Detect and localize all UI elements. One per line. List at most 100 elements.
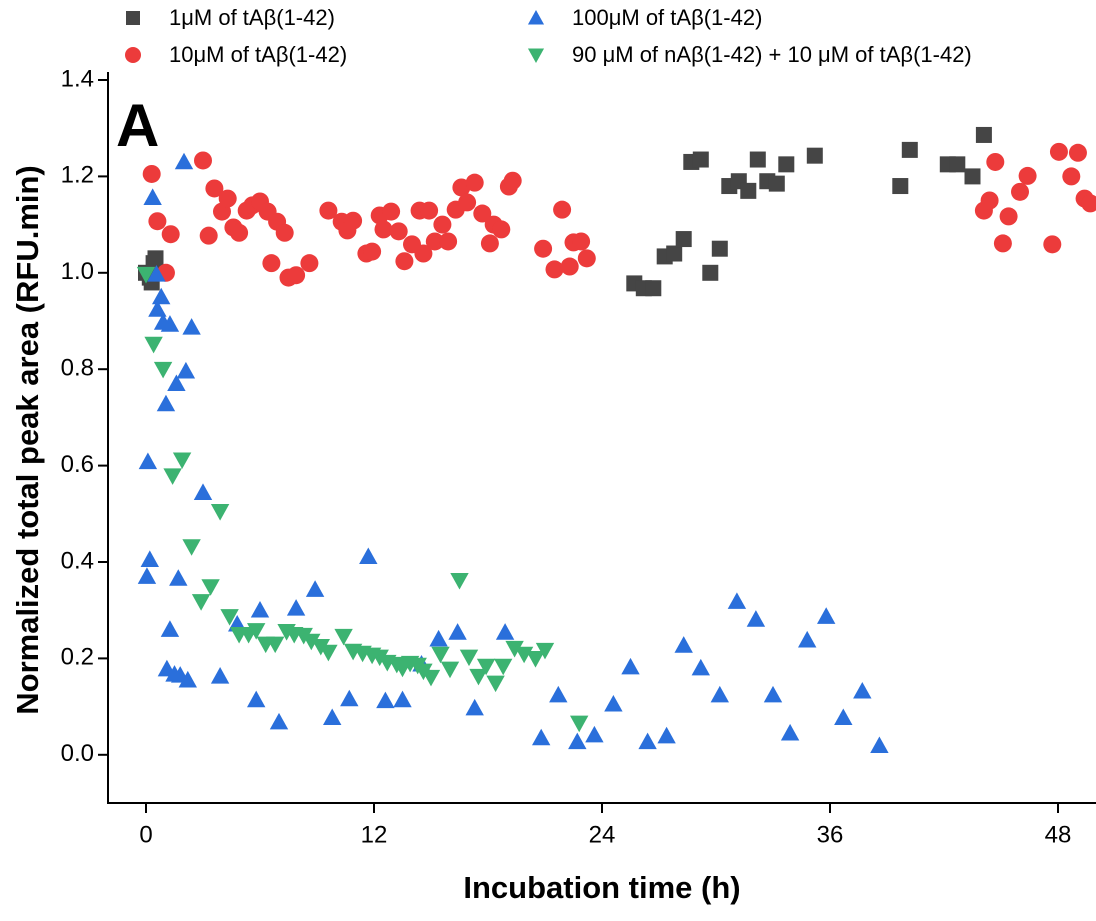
triangle-down-marker bbox=[153, 361, 173, 379]
triangle-up-marker bbox=[817, 607, 836, 624]
triangle-down-marker bbox=[136, 266, 156, 284]
triangle-up-marker bbox=[156, 394, 176, 412]
triangle-down-marker bbox=[247, 623, 266, 640]
y-tick-label: 0.0 bbox=[61, 740, 94, 767]
circle-marker bbox=[319, 201, 338, 220]
square-marker bbox=[692, 151, 709, 168]
triangle-up-marker bbox=[532, 728, 551, 746]
triangle-down-marker bbox=[476, 658, 496, 676]
circle-marker bbox=[218, 189, 237, 208]
circle-marker bbox=[1062, 167, 1081, 186]
triangle-up-marker bbox=[448, 623, 467, 640]
circle-marker bbox=[1068, 143, 1087, 162]
triangle-up-marker bbox=[250, 601, 270, 618]
triangle-up-marker bbox=[393, 690, 412, 708]
triangle-up-marker bbox=[621, 657, 640, 675]
circle-marker bbox=[382, 202, 401, 221]
circle-marker bbox=[999, 207, 1018, 226]
legend-label: 1μM of tAβ(1-42) bbox=[169, 5, 335, 30]
circle-marker bbox=[199, 226, 218, 245]
triangle-down-marker bbox=[570, 715, 589, 733]
triangle-up-marker bbox=[340, 689, 359, 707]
triangle-up-marker bbox=[193, 483, 213, 500]
circle-marker bbox=[439, 232, 458, 251]
triangle-up-marker bbox=[140, 550, 159, 567]
circle-marker bbox=[993, 234, 1012, 253]
circle-marker bbox=[572, 232, 591, 251]
circle-marker bbox=[395, 252, 414, 271]
triangle-down-marker bbox=[440, 661, 460, 679]
triangle-down-marker bbox=[526, 651, 545, 668]
triangle-down-marker bbox=[370, 649, 389, 667]
triangle-down-marker bbox=[182, 539, 201, 556]
triangle-down-marker bbox=[334, 628, 353, 646]
triangle-up-marker bbox=[174, 152, 194, 170]
triangle-up-marker bbox=[604, 694, 623, 712]
square-marker bbox=[147, 250, 164, 267]
triangle-up-marker bbox=[870, 736, 889, 754]
square-marker bbox=[675, 231, 692, 248]
triangle-up-marker bbox=[727, 592, 747, 609]
circle-marker bbox=[458, 193, 477, 212]
triangle-up-marker bbox=[323, 708, 342, 726]
triangle-down-marker bbox=[459, 649, 479, 667]
triangle-down-marker bbox=[201, 579, 220, 596]
triangle-down-marker bbox=[486, 675, 505, 693]
triangle-up-marker bbox=[376, 691, 395, 709]
circle-marker bbox=[389, 222, 408, 241]
circle-marker bbox=[1011, 182, 1029, 201]
triangle-down-marker bbox=[514, 646, 534, 664]
square-marker bbox=[645, 280, 662, 297]
triangle-up-marker bbox=[834, 708, 853, 726]
square-marker bbox=[975, 126, 992, 143]
circle-marker bbox=[374, 220, 393, 239]
legend-swatch bbox=[527, 48, 545, 64]
triangle-up-marker bbox=[286, 599, 306, 616]
triangle-up-marker bbox=[305, 580, 325, 597]
triangle-down-marker bbox=[319, 644, 338, 662]
square-marker bbox=[949, 156, 966, 173]
triangle-up-marker bbox=[148, 300, 167, 317]
circle-marker bbox=[363, 242, 382, 261]
x-axis-title: Incubation time (h) bbox=[463, 870, 740, 905]
circle-marker bbox=[480, 234, 499, 253]
circle-marker bbox=[300, 254, 319, 273]
circle-marker bbox=[545, 260, 564, 279]
triangle-down-marker bbox=[494, 658, 513, 676]
triangle-up-marker bbox=[137, 567, 157, 584]
triangle-up-marker bbox=[143, 188, 162, 205]
circle-marker bbox=[275, 223, 294, 242]
triangle-up-marker bbox=[138, 452, 158, 470]
triangle-up-marker bbox=[152, 287, 171, 305]
triangle-up-marker bbox=[167, 374, 186, 392]
triangle-up-marker bbox=[657, 726, 676, 744]
x-tick-label: 48 bbox=[1045, 821, 1072, 848]
panel-label: A bbox=[116, 92, 159, 159]
square-marker bbox=[768, 175, 785, 192]
triangle-down-marker bbox=[144, 336, 163, 354]
triangle-up-marker bbox=[710, 685, 729, 703]
triangle-down-marker bbox=[163, 468, 182, 485]
triangle-up-marker bbox=[178, 670, 197, 688]
legend-swatch bbox=[125, 47, 141, 63]
square-marker bbox=[740, 182, 757, 199]
square-marker bbox=[749, 151, 766, 168]
square-marker bbox=[901, 141, 918, 158]
triangle-up-marker bbox=[269, 712, 289, 730]
triangle-up-marker bbox=[169, 569, 188, 586]
triangle-down-marker bbox=[191, 594, 211, 611]
triangle-up-marker bbox=[585, 725, 604, 743]
triangle-down-marker bbox=[421, 669, 441, 687]
legend-item: 90 μM of nAβ(1-42) + 10 μM of tAβ(1-42) bbox=[527, 42, 972, 67]
square-marker bbox=[702, 264, 719, 281]
square-marker bbox=[711, 240, 728, 257]
triangle-up-marker bbox=[495, 623, 515, 640]
circle-marker bbox=[433, 215, 452, 234]
circle-marker bbox=[287, 266, 306, 285]
y-axis-title: Normalized total peak area (RFU.min) bbox=[10, 165, 45, 715]
x-tick-label: 36 bbox=[817, 821, 844, 848]
legend-item: 1μM of tAβ(1-42) bbox=[126, 5, 335, 30]
triangle-up-marker bbox=[147, 265, 166, 282]
triangle-down-marker bbox=[431, 646, 450, 664]
